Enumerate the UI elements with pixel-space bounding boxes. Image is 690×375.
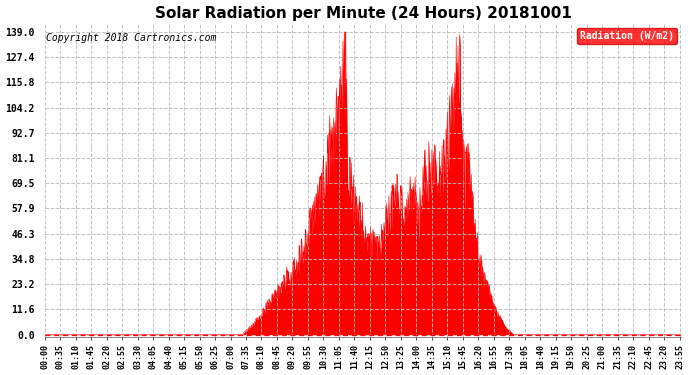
Title: Solar Radiation per Minute (24 Hours) 20181001: Solar Radiation per Minute (24 Hours) 20…: [155, 6, 571, 21]
Legend: Radiation (W/m2): Radiation (W/m2): [577, 28, 677, 44]
Text: Copyright 2018 Cartronics.com: Copyright 2018 Cartronics.com: [46, 33, 216, 42]
